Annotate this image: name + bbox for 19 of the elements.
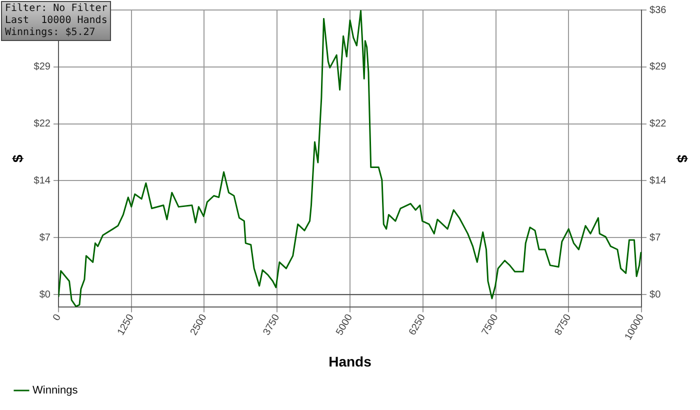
y-tick-label: $22: [34, 118, 51, 130]
x-tick-label: 0: [51, 312, 64, 323]
legend-label: Winnings: [32, 384, 78, 397]
annotation: Winnings: $5.27: [5, 27, 96, 39]
y-tick-label: $14: [34, 175, 51, 186]
y2-tick-label: $0: [650, 289, 662, 300]
y2-tick-label: $22: [650, 118, 667, 130]
y2-tick-label: $36: [650, 4, 667, 16]
y2-tick-label: $29: [650, 62, 667, 73]
annotation: Last 10000 Hands: [5, 15, 108, 27]
y2-tick-label: $14: [650, 175, 667, 186]
y-tick-label: $7: [39, 232, 51, 244]
x-axis-title: Hands: [328, 353, 372, 370]
y-tick-label: $29: [34, 62, 51, 73]
y2-tick-label: $7: [650, 232, 662, 244]
y-axis-title: $: [9, 154, 26, 162]
annotation: Filter: No Filter: [5, 3, 108, 15]
y2-axis-title: $: [674, 154, 691, 163]
y-tick-label: $0: [39, 289, 51, 300]
